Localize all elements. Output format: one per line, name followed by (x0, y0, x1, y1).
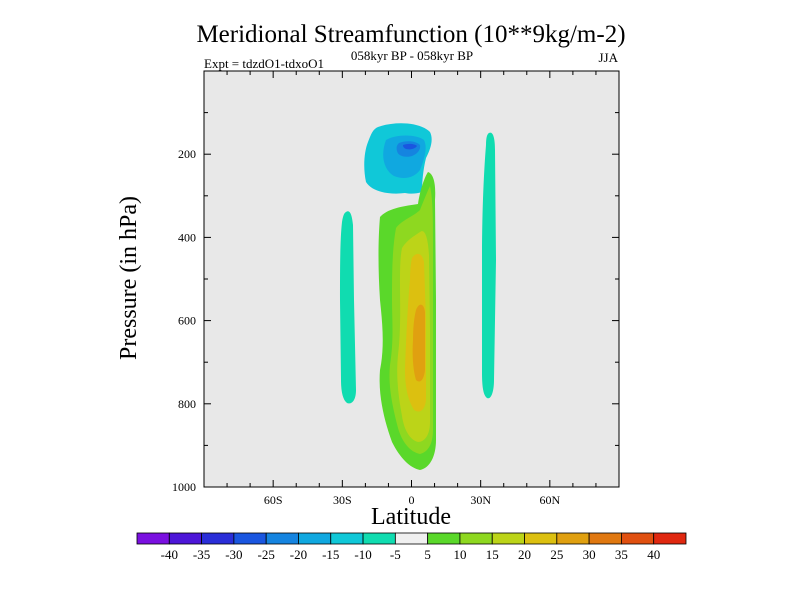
y-axis-title: Pressure (in hPa) (116, 196, 142, 360)
contour-fills (340, 123, 496, 470)
colorbar-level-label: 30 (583, 547, 596, 562)
contour-northern-negative-band (482, 132, 496, 399)
colorbar-box (653, 532, 687, 545)
colorbar-level-label: 20 (518, 547, 531, 562)
contour-southern-negative-band (340, 211, 356, 404)
experiment-label: Expt = tdzdO1-tdxoO1 (204, 56, 324, 71)
colorbar-box (136, 532, 170, 545)
x-tick-label: 30S (333, 493, 352, 507)
colorbar-box (201, 532, 235, 545)
colorbar-level-label: -5 (390, 547, 401, 562)
colorbar-box (265, 532, 299, 545)
colorbar-level-label: -40 (161, 547, 178, 562)
contour-upper-negative-peak (403, 143, 417, 150)
colorbar-level-label: 10 (453, 547, 466, 562)
colorbar-box (556, 532, 590, 545)
colorbar-box (588, 532, 622, 545)
colorbar-level-label: 40 (647, 547, 660, 562)
y-tick-label: 400 (178, 230, 196, 244)
chart-title: Meridional Streamfunction (10**9kg/m-2) (196, 21, 625, 48)
colorbar-box (524, 532, 558, 545)
y-tick-label: 800 (178, 397, 196, 411)
x-tick-label: 60S (264, 493, 283, 507)
colorbar-level-label: 35 (615, 547, 628, 562)
colorbar-box (427, 532, 461, 545)
colorbar-level-label: -35 (193, 547, 210, 562)
colorbar-level-label: -15 (322, 547, 339, 562)
season-label: JJA (598, 50, 618, 65)
period-label: 058kyr BP - 058kyr BP (351, 48, 473, 63)
y-tick-label: 600 (178, 314, 196, 328)
colorbar-box (491, 532, 525, 545)
colorbar-level-label: -20 (290, 547, 307, 562)
colorbar-box (362, 532, 396, 545)
colorbar-level-label: -25 (258, 547, 275, 562)
y-tick-label: 1000 (172, 480, 196, 494)
colorbar-level-label: 25 (550, 547, 563, 562)
colorbar-level-label: 5 (424, 547, 431, 562)
contour-positive-level-25 (412, 304, 425, 382)
colorbar-box (330, 532, 364, 545)
colorbar-box (621, 532, 655, 545)
y-tick-label: 200 (178, 147, 196, 161)
colorbar-level-label: -10 (354, 547, 371, 562)
x-axis: 60S 30S 0 30N 60N (203, 71, 620, 507)
y-axis: 200 400 600 800 1000 (172, 112, 619, 494)
colorbar-level-label: 15 (486, 547, 499, 562)
x-axis-title: Latitude (371, 504, 451, 530)
colorbar-level-label: -30 (225, 547, 242, 562)
colorbar-box (298, 532, 332, 545)
colorbar-box (459, 532, 493, 545)
colorbar: -40 -35 -30 -25 -20 -15 -10 -5 5 10 15 20 25 30 35 40 (136, 532, 687, 562)
x-tick-label: 60N (539, 493, 560, 507)
colorbar-box (233, 532, 267, 545)
x-tick-label: 0 (409, 493, 415, 507)
x-tick-label: 30N (470, 493, 491, 507)
colorbar-box (168, 532, 202, 545)
colorbar-box (394, 532, 429, 545)
